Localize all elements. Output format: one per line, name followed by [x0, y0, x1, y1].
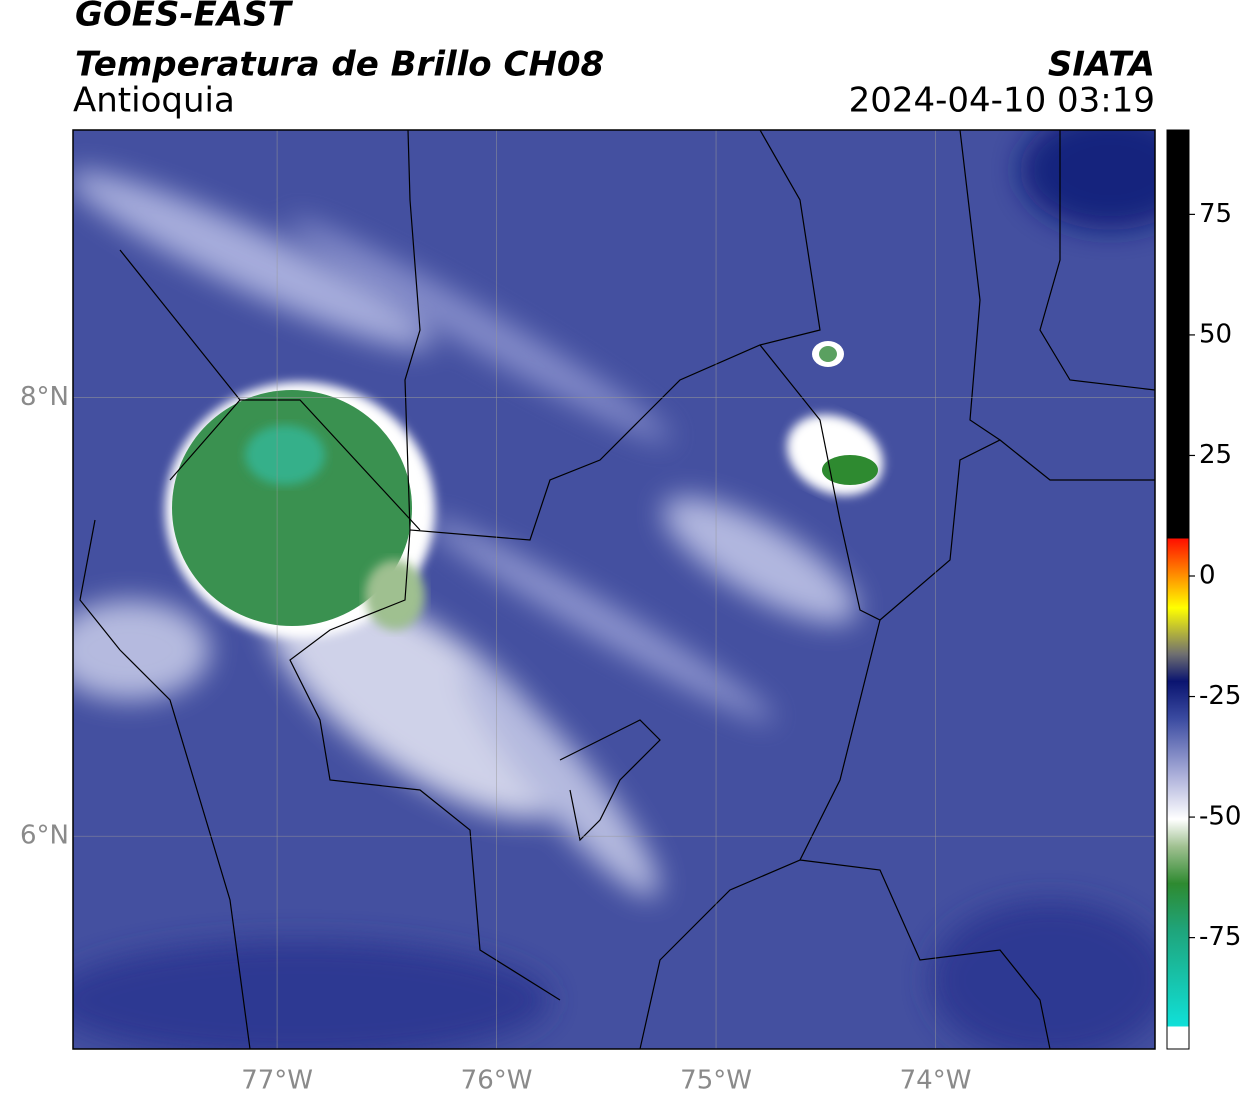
datetime: 2024-04-10 03:19 — [849, 81, 1155, 121]
subtitle: Temperatura de Brillo CH08 — [75, 45, 604, 85]
map-frame — [72, 129, 1156, 1050]
colorbar-tick-label: 0 — [1199, 560, 1216, 590]
source: SIATA — [1048, 45, 1155, 85]
colorbar-tick-label: 50 — [1199, 319, 1232, 349]
map-image — [73, 130, 1155, 1049]
x-tick-label: 75°W — [680, 1066, 752, 1096]
x-tick-label: 74°W — [900, 1066, 972, 1096]
colorbar-tick-label: -25 — [1199, 681, 1241, 711]
colorbar-tick-label: 75 — [1199, 199, 1232, 229]
grid — [73, 130, 1155, 1049]
y-tick-label: 6°N — [20, 821, 69, 851]
colorbar — [1166, 129, 1190, 1050]
x-tick-label: 77°W — [241, 1066, 313, 1096]
x-tick-label: 76°W — [461, 1066, 533, 1096]
y-tick-label: 8°N — [20, 382, 69, 412]
colorbar-tick-label: -75 — [1199, 922, 1241, 952]
title: GOES-EAST — [75, 0, 294, 35]
region: Antioquia — [73, 81, 235, 121]
colorbar-tick-label: -50 — [1199, 802, 1241, 832]
colorbar-tick-label: 25 — [1199, 440, 1232, 470]
